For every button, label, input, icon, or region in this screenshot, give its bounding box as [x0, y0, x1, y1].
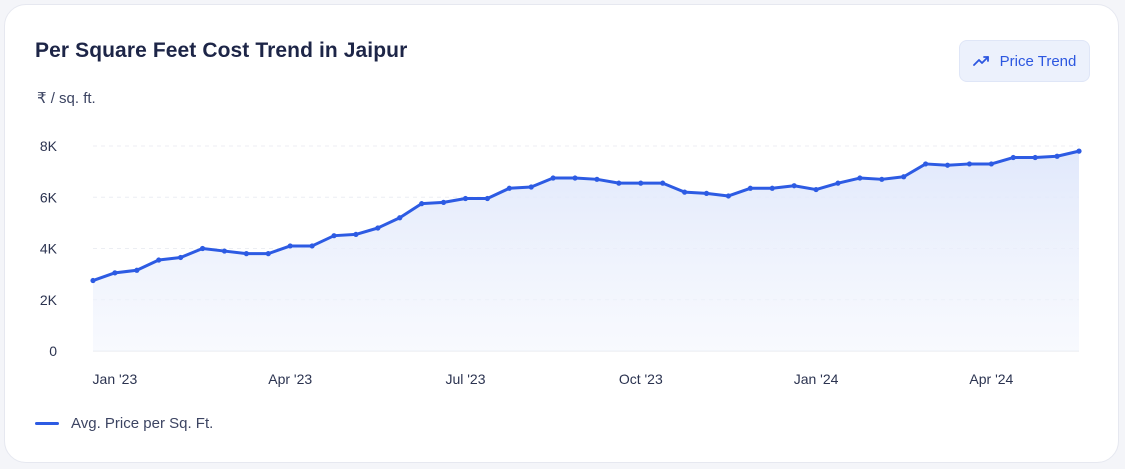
data-point[interactable]: [331, 233, 337, 239]
data-point[interactable]: [506, 185, 512, 191]
area-layer: [93, 151, 1079, 351]
x-tick-label: Apr '23: [268, 371, 312, 387]
y-tick-label: 2K: [40, 292, 58, 308]
data-point[interactable]: [375, 225, 381, 231]
chart-legend: Avg. Price per Sq. Ft.: [35, 415, 213, 432]
y-tick-label: 8K: [40, 138, 58, 154]
data-point[interactable]: [90, 277, 96, 284]
y-tick-label: 6K: [40, 189, 58, 205]
x-tick-label: Jul '23: [445, 371, 485, 387]
data-point[interactable]: [725, 193, 732, 199]
chart-title: Per Square Feet Cost Trend in Jaipur: [35, 39, 408, 62]
data-point[interactable]: [988, 161, 994, 167]
data-point[interactable]: [1010, 154, 1016, 161]
data-point[interactable]: [528, 184, 534, 190]
y-tick-label: 0: [49, 343, 57, 359]
data-point[interactable]: [353, 231, 359, 238]
series-area: [93, 151, 1079, 351]
data-point[interactable]: [638, 180, 644, 186]
x-axis: Jan '23 Apr '23 Jul '23 Oct '23 Jan '24 Apr '…: [93, 371, 1014, 387]
data-point[interactable]: [1076, 148, 1082, 154]
x-tick-label: Jan '24: [794, 371, 839, 387]
data-point[interactable]: [813, 186, 819, 193]
data-point[interactable]: [572, 175, 578, 181]
x-tick-label: Oct '23: [619, 371, 663, 387]
data-point[interactable]: [594, 176, 600, 182]
data-point[interactable]: [747, 185, 753, 191]
data-point[interactable]: [616, 180, 622, 186]
data-point[interactable]: [134, 267, 140, 273]
data-point[interactable]: [550, 175, 556, 181]
data-point[interactable]: [156, 257, 162, 263]
data-point[interactable]: [944, 162, 951, 168]
data-point[interactable]: [419, 201, 425, 207]
y-tick-label: 4K: [40, 241, 58, 257]
x-tick-label: Apr '24: [969, 371, 1013, 387]
data-point[interactable]: [660, 180, 666, 186]
price-trend-button-label: Price Trend: [999, 52, 1077, 70]
data-point[interactable]: [923, 161, 929, 167]
data-point[interactable]: [703, 190, 710, 197]
trending-up-icon: [972, 55, 991, 67]
data-point[interactable]: [112, 270, 118, 276]
data-point[interactable]: [221, 248, 228, 254]
price-trend-button[interactable]: Price Trend: [959, 40, 1090, 82]
data-point[interactable]: [857, 175, 863, 181]
data-point[interactable]: [879, 176, 885, 182]
data-point[interactable]: [178, 254, 184, 261]
point-layer: [90, 148, 1082, 284]
data-point[interactable]: [901, 174, 907, 180]
unit-label: ₹ / sq. ft.: [37, 90, 96, 107]
data-point[interactable]: [462, 195, 469, 202]
legend-swatch: [35, 422, 59, 425]
series-line: [91, 149, 1081, 283]
data-point[interactable]: [791, 183, 797, 189]
legend-label: Avg. Price per Sq. Ft.: [71, 415, 214, 432]
data-point[interactable]: [769, 185, 775, 191]
data-point[interactable]: [287, 243, 293, 249]
data-point[interactable]: [265, 251, 271, 257]
data-point[interactable]: [440, 199, 447, 205]
y-axis: 0 2K 4K 6K 8K: [40, 138, 58, 359]
data-point[interactable]: [199, 245, 206, 252]
data-point[interactable]: [484, 195, 490, 202]
data-point[interactable]: [966, 161, 973, 167]
data-point[interactable]: [1032, 154, 1038, 161]
data-point[interactable]: [397, 215, 403, 221]
data-point[interactable]: [835, 180, 841, 186]
data-point[interactable]: [1054, 153, 1060, 159]
line-layer: [91, 149, 1081, 283]
x-tick-label: Jan '23: [93, 371, 138, 387]
data-point[interactable]: [309, 243, 315, 249]
data-point[interactable]: [243, 251, 249, 257]
data-point[interactable]: [682, 189, 688, 195]
